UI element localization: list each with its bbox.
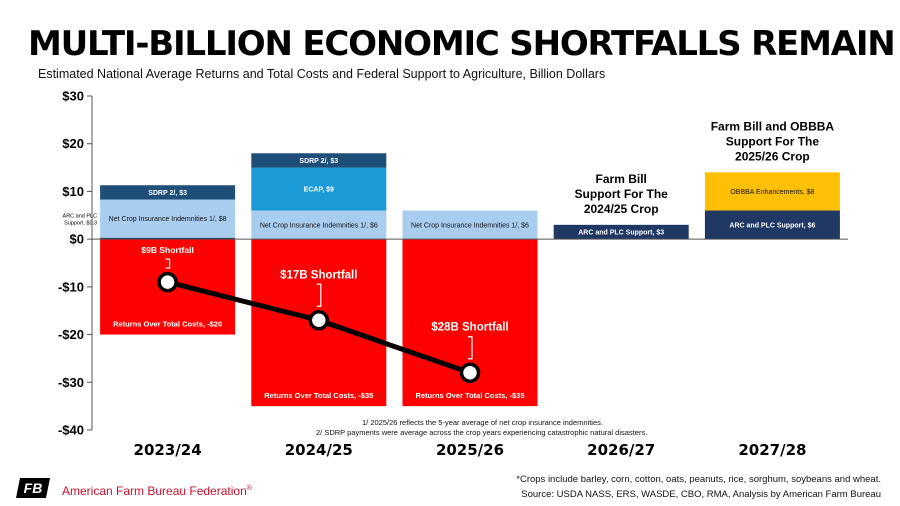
shortfall-label: $9B Shortfall [141, 245, 193, 255]
shortfall-bracket [165, 258, 171, 269]
footnote-1: 1/ 2025/26 reflects the 5-year average o… [362, 418, 603, 427]
y-tick-label: -$30 [58, 375, 84, 390]
stacked-bar-chart: $30 $20 $10 $0 -$10 -$20 -$30 -$40 Returns Over … [58, 89, 848, 459]
support-annotation: Support For The [575, 187, 669, 201]
bar-segment [100, 185, 236, 200]
data-label: Net Crop Insurance Indemnities 1/, $6 [411, 222, 529, 229]
data-label: OBBBA Enhancements, $8 [730, 189, 814, 196]
source-note: Source: USDA NASS, ERS, WASDE, CBO, RMA,… [521, 489, 881, 500]
data-label: Returns Over Total Costs, -$35 [264, 391, 373, 400]
afbf-logo-icon: FB [16, 478, 50, 498]
support-annotation: Support For The [726, 134, 820, 148]
support-annotation: Farm Bill [596, 172, 647, 186]
shortfall-label: $28B Shortfall [431, 322, 508, 334]
chart-title: MULTI-BILLION ECONOMIC SHORTFALLS REMAIN [28, 24, 896, 64]
x-category-label: 2027/28 [738, 441, 806, 459]
bar-segment [100, 199, 236, 238]
shortfall-marker [308, 310, 330, 331]
organization-name: American Farm Bureau Federation® [62, 484, 252, 498]
data-label: ARC and PLC Support, $3 [578, 229, 664, 236]
shortfall-marker [459, 362, 481, 383]
y-tick-label: $20 [62, 136, 84, 151]
y-tick-label: -$20 [58, 327, 84, 342]
x-category-label: 2024/25 [285, 441, 353, 459]
bar-segment [251, 167, 387, 211]
shortfall-bracket [468, 336, 473, 360]
shortfall-bracket [316, 283, 322, 307]
y-tick-label: $10 [62, 184, 84, 199]
data-label: Net Crop Insurance Indemnities 1/, $8 [109, 216, 227, 223]
shortfall-marker [157, 271, 178, 293]
x-category-label: 2025/26 [436, 441, 504, 459]
organization-name-text: American Farm Bureau Federation [62, 484, 247, 498]
data-label: SDRP 2/, $3 [148, 190, 187, 197]
logo-text: FB [24, 480, 43, 496]
y-tick-label: $0 [70, 232, 84, 247]
data-label: Returns Over Total Costs, -$20 [113, 320, 222, 329]
crops-note: *Crops include barley, corn, cotton, oat… [516, 474, 881, 485]
data-label: ARC and PLC Support, $6 [729, 222, 815, 229]
support-annotation: 2024/25 Crop [584, 202, 659, 216]
footnote-2: 2/ SDRP payments were average across the… [316, 428, 648, 437]
trademark-symbol: ® [246, 485, 252, 492]
support-annotation: 2025/26 Crop [735, 149, 810, 163]
shortfall-label: $17B Shortfall [280, 269, 357, 281]
y-tick-label: -$40 [58, 423, 84, 438]
data-label: ECAP, $9 [304, 187, 334, 194]
support-annotation: Farm Bill and OBBBA [711, 119, 835, 133]
bar-segment [704, 172, 840, 211]
chart-subtitle: Estimated National Average Returns and T… [38, 67, 606, 81]
bar-segment [251, 153, 387, 168]
bar-segment [251, 210, 387, 240]
data-label: SDRP 2/, $3 [299, 158, 338, 165]
y-tick-label: -$10 [58, 279, 84, 294]
data-label: Returns Over Total Costs, -$35 [415, 391, 524, 400]
y-tick-label: $30 [62, 89, 84, 104]
bar-segment [402, 210, 538, 240]
data-label: ARC and PLC Support, $0.3 [63, 214, 98, 227]
bar-segment [704, 210, 840, 240]
x-category-label: 2023/24 [134, 441, 202, 459]
x-category-label: 2026/27 [587, 441, 655, 459]
data-label: Net Crop Insurance Indemnities 1/, $6 [260, 222, 378, 229]
bar-segment [553, 224, 689, 240]
bar-segment [100, 237, 236, 240]
